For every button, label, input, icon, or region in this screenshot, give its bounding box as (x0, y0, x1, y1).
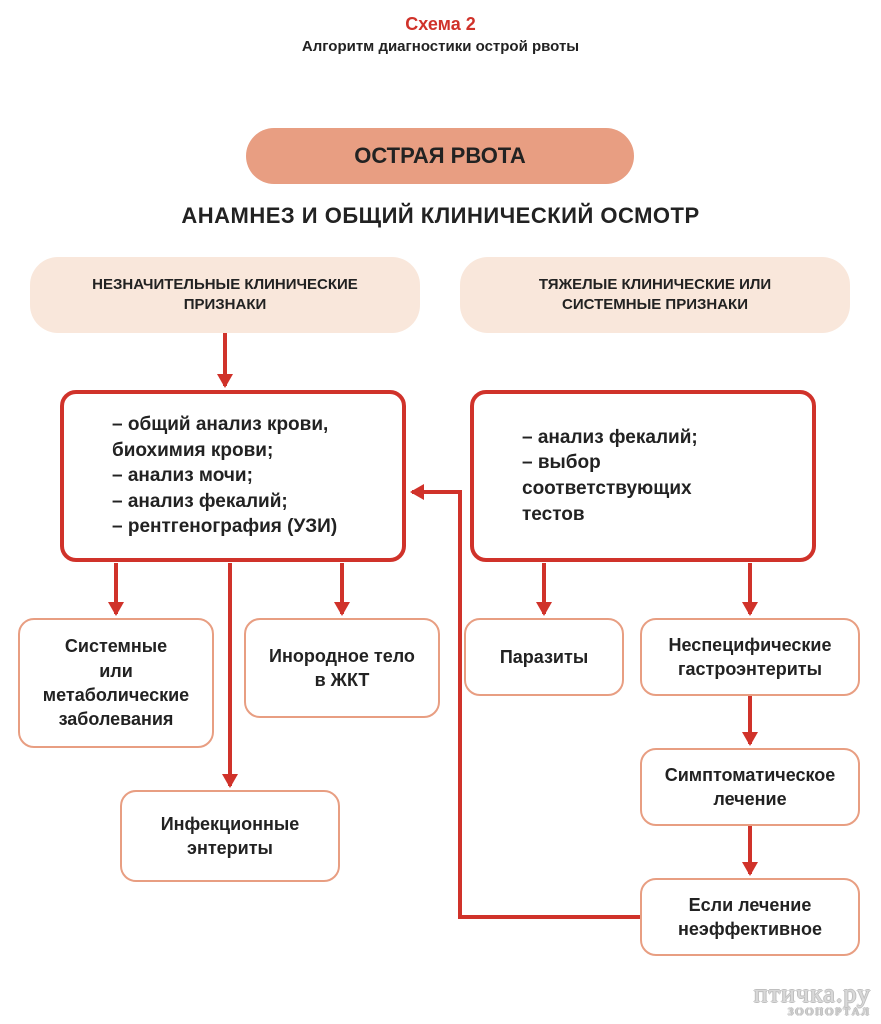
node-tests_L: – общий анализ крови, биохимия крови; – … (60, 390, 406, 562)
node-right_hdr-label: ТЯЖЕЛЫЕ КЛИНИЧЕСКИЕ ИЛИ СИСТЕМНЫЕ ПРИЗНА… (539, 275, 771, 316)
arrowhead-e_symp_fail (742, 862, 758, 876)
node-R_gast-label: Неспецифические гастроэнтериты (669, 633, 832, 682)
node-tests_R: – анализ фекалий; – выбор соответствующи… (470, 390, 816, 562)
watermark-line1: птичка.ру (754, 981, 871, 1007)
arrowhead-e_hdrL_tests (217, 374, 233, 388)
node-L_fb: Инородное тело в ЖКТ (244, 618, 440, 718)
arrowhead-e_tL_inf (222, 774, 238, 788)
node-R_fail-label: Если лечение неэффективное (678, 893, 822, 942)
node-R_fail: Если лечение неэффективное (640, 878, 860, 956)
node-start-label: ОСТРАЯ РВОТА (354, 141, 526, 171)
watermark: птичка.ру ЗООПОРТАЛ (754, 981, 871, 1018)
arrowhead-e_tR_par (536, 602, 552, 616)
node-L_fb-label: Инородное тело в ЖКТ (269, 644, 415, 693)
node-R_gast: Неспецифические гастроэнтериты (640, 618, 860, 696)
arrowhead-e_gast_symp (742, 732, 758, 746)
node-R_par-label: Паразиты (500, 645, 588, 669)
node-L_sys: Системные или метаболические заболевания (18, 618, 214, 748)
node-L_sys-label: Системные или метаболические заболевания (43, 634, 189, 731)
node-L_inf: Инфекционные энтериты (120, 790, 340, 882)
arrowhead-e_tL_fb (334, 602, 350, 616)
scheme-number: Схема 2 (0, 12, 881, 36)
node-L_inf-label: Инфекционные энтериты (161, 812, 300, 861)
node-R_par: Паразиты (464, 618, 624, 696)
arrowhead-e_feedback (410, 484, 424, 500)
section-heading-text: АНАМНЕЗ И ОБЩИЙ КЛИНИЧЕСКИЙ ОСМОТР (181, 203, 699, 229)
watermark-line2: ЗООПОРТАЛ (754, 1007, 871, 1018)
arrowhead-e_tR_gast (742, 602, 758, 616)
node-right_hdr: ТЯЖЕЛЫЕ КЛИНИЧЕСКИЕ ИЛИ СИСТЕМНЫЕ ПРИЗНА… (460, 257, 850, 333)
node-tests_R-label: – анализ фекалий; – выбор соответствующи… (522, 425, 698, 528)
node-R_symp: Симптоматическое лечение (640, 748, 860, 826)
node-left_hdr-label: НЕЗНАЧИТЕЛЬНЫЕ КЛИНИЧЕСКИЕ ПРИЗНАКИ (92, 275, 358, 316)
node-start: ОСТРАЯ РВОТА (246, 128, 634, 184)
section-heading: АНАМНЕЗ И ОБЩИЙ КЛИНИЧЕСКИЙ ОСМОТР (0, 202, 881, 230)
node-tests_L-label: – общий анализ крови, биохимия крови; – … (112, 412, 337, 540)
scheme-subtitle-text: Алгоритм диагностики острой рвоты (302, 38, 579, 55)
node-left_hdr: НЕЗНАЧИТЕЛЬНЫЕ КЛИНИЧЕСКИЕ ПРИЗНАКИ (30, 257, 420, 333)
node-R_symp-label: Симптоматическое лечение (665, 763, 836, 812)
scheme-number-text: Схема 2 (405, 14, 475, 35)
scheme-subtitle: Алгоритм диагностики острой рвоты (0, 36, 881, 56)
arrowhead-e_tL_sys (108, 602, 124, 616)
